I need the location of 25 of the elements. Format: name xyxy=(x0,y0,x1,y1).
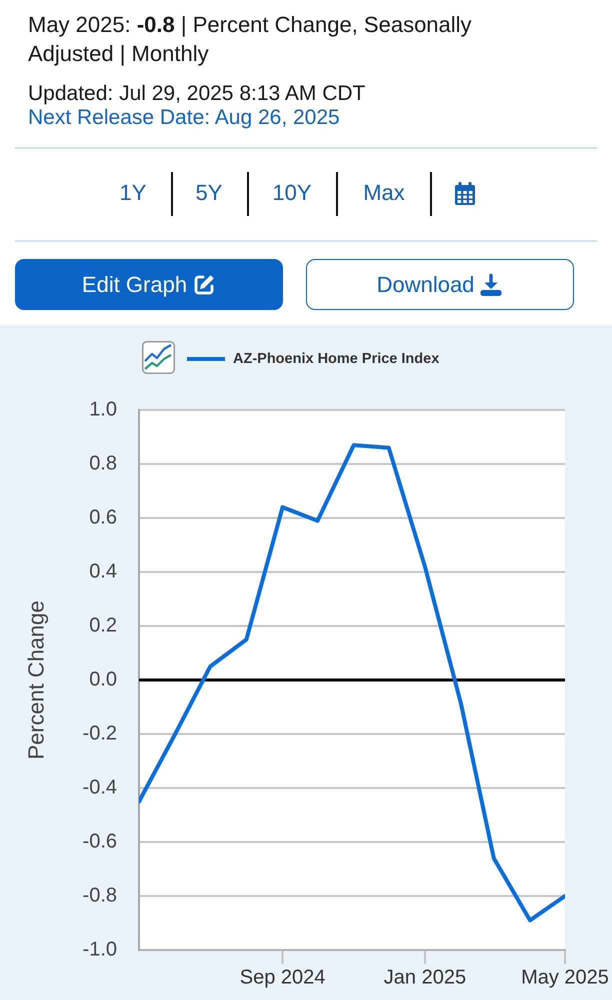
y-tick-label: 0.8 xyxy=(89,452,117,475)
text: 10Y xyxy=(272,179,312,207)
text: Next Release Date: Aug 26, 2025 xyxy=(28,105,340,131)
x-tick-label: May 2025 xyxy=(521,966,609,989)
x-tick-label: Jan 2025 xyxy=(384,966,466,989)
y-tick-label: -0.8 xyxy=(82,884,117,907)
edit-graph-button: Edit Graph xyxy=(15,259,283,310)
y-tick-label: -0.2 xyxy=(82,722,117,745)
y-tick-label: 1.0 xyxy=(89,398,117,421)
y-tick-label: -0.4 xyxy=(82,776,117,799)
text: 5Y xyxy=(196,179,222,207)
download-button: Download xyxy=(306,259,574,310)
y-axis-title: Percent Change xyxy=(23,600,48,760)
legend-label: AZ-Phoenix Home Price Index xyxy=(233,351,440,367)
y-tick-label: -0.6 xyxy=(82,830,117,853)
text: Max xyxy=(363,179,405,207)
y-tick-label: 0.6 xyxy=(89,506,117,529)
x-tick-label: Sep 2024 xyxy=(240,966,326,989)
y-tick-label: -1.0 xyxy=(82,938,117,961)
text: 1Y xyxy=(120,179,146,207)
y-tick-label: 0.2 xyxy=(89,614,117,637)
y-tick-label: 0.4 xyxy=(89,560,117,583)
y-tick-label: 0.0 xyxy=(89,668,117,691)
chart-title: May 2025: -0.8 | Percent Change, Seasonally Adjusted | Monthly xyxy=(28,11,473,68)
chart-subtitle: Updated: Jul 29, 2025 8:13 AM CDT xyxy=(28,81,366,107)
